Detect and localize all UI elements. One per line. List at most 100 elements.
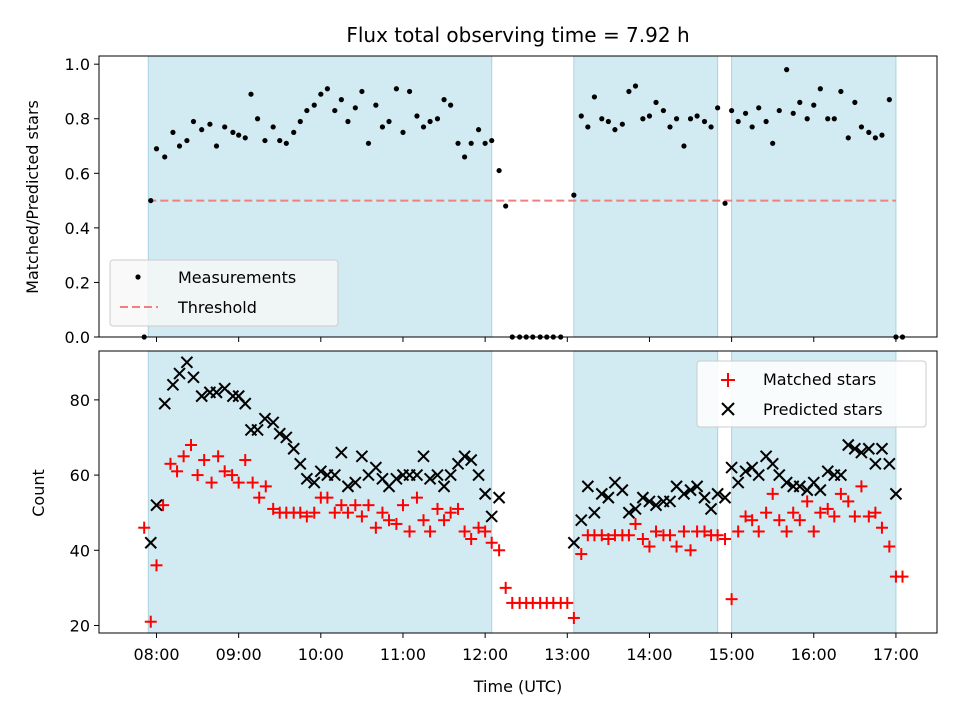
predicted-point [684, 483, 697, 497]
matched-point [595, 529, 608, 542]
matched-point [773, 514, 786, 527]
predicted-point-b [780, 476, 793, 489]
predicted-point-b [883, 457, 896, 471]
data-point [242, 135, 248, 141]
matched-point [259, 480, 272, 493]
predicted-point-b [444, 468, 457, 482]
predicted-point [616, 483, 629, 497]
predicted-point [478, 487, 492, 501]
data-point [632, 83, 639, 89]
matched-point [177, 450, 190, 463]
y-tick-label: 20 [70, 616, 90, 635]
predicted-point [883, 457, 896, 471]
data-point [414, 113, 420, 119]
predicted-point-b [807, 476, 820, 489]
data-point [338, 97, 344, 103]
matched-point [719, 533, 732, 545]
predicted-point-b [341, 480, 355, 493]
predicted-point [725, 461, 738, 474]
predicted-point-b [848, 442, 862, 455]
matched-point [218, 465, 231, 478]
predicted-point [718, 491, 732, 504]
data-point [605, 118, 611, 125]
y-tick-label: 1.0 [65, 55, 90, 74]
predicted-point [226, 389, 240, 403]
predicted-point [300, 472, 314, 486]
legend-measurements-label: Measurements [178, 268, 296, 287]
matched-point [458, 525, 471, 538]
matched-point [171, 465, 184, 478]
predicted-point-b [677, 487, 691, 501]
data-point [448, 102, 454, 108]
matched-point [300, 510, 313, 523]
data-point [379, 124, 386, 130]
predicted-point [187, 371, 200, 384]
predicted-point [472, 468, 485, 482]
data-point [694, 113, 700, 119]
predicted-point [588, 506, 601, 519]
predicted-point-b [704, 502, 718, 516]
y-tick-label: 40 [70, 541, 90, 560]
predicted-point [390, 472, 403, 486]
data-point [673, 116, 680, 122]
matched-point [493, 544, 506, 557]
matched-point [855, 480, 868, 493]
matched-point [341, 506, 354, 519]
matched-point [246, 476, 259, 489]
predicted-point [704, 502, 718, 516]
predicted-point-b [834, 468, 848, 482]
predicted-point-b [355, 450, 369, 463]
predicted-point-b [608, 476, 622, 489]
legend-measurements-marker [135, 274, 141, 280]
matched-point [766, 487, 779, 500]
data-point [811, 102, 817, 108]
predicted-point [889, 487, 903, 501]
bottom-legend: Matched stars Predicted stars [696, 360, 927, 428]
matched-point [376, 506, 389, 519]
predicted-point-b [690, 480, 704, 493]
matched-point [138, 521, 151, 534]
predicted-point [437, 480, 451, 493]
x-tick-label: 16:00 [791, 645, 837, 664]
data-point [770, 140, 776, 146]
data-point [681, 143, 687, 149]
y-tick-label: 0.0 [65, 328, 90, 347]
predicted-point [369, 461, 383, 474]
matched-point [575, 548, 588, 561]
predicted-point-b [875, 442, 889, 455]
predicted-point [636, 491, 650, 504]
predicted-point [464, 453, 478, 467]
matched-point [226, 469, 239, 482]
matched-point [725, 593, 738, 606]
predicted-point-b [166, 378, 180, 392]
predicted-point [602, 491, 615, 504]
matched-point [760, 506, 773, 519]
predicted-point [273, 427, 286, 440]
matched-point [157, 499, 170, 512]
data-point [653, 99, 659, 105]
matched-point [403, 525, 416, 538]
predicted-point-b [711, 487, 724, 501]
matched-point [875, 521, 888, 534]
data-point [441, 97, 447, 103]
predicted-point-b [602, 491, 615, 504]
predicted-point-b [643, 495, 656, 508]
predicted-point-b [328, 468, 341, 482]
data-point [420, 124, 427, 130]
predicted-point [875, 442, 889, 455]
predicted-point-b [670, 480, 683, 493]
y-tick-label: 0.6 [65, 164, 90, 183]
predicted-point-b [287, 442, 300, 455]
predicted-point [629, 502, 642, 516]
predicted-point [622, 506, 636, 519]
data-point [148, 197, 154, 204]
data-point [461, 154, 468, 160]
data-point [427, 118, 433, 125]
matched-point [150, 559, 163, 572]
predicted-point [150, 498, 163, 512]
matched-point [294, 506, 307, 519]
data-point [825, 116, 831, 122]
matched-point [417, 514, 430, 527]
data-point [626, 88, 632, 95]
predicted-point [663, 495, 677, 508]
